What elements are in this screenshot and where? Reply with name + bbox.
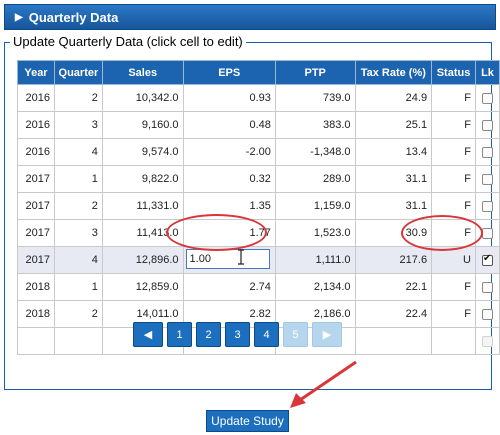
cell-quarter[interactable] [53,327,103,355]
cell-quarter[interactable]: 4 [53,138,103,166]
lock-checkbox[interactable] [481,173,493,185]
col-header-year[interactable]: Year [17,60,55,85]
col-header-sales[interactable]: Sales [101,60,184,85]
lock-checkbox[interactable] [481,119,493,131]
cell-ptp[interactable]: 289.0 [274,165,356,193]
cell-year[interactable] [17,327,55,355]
page-button-3[interactable]: 3 [225,322,250,347]
lock-checkbox[interactable] [481,200,493,212]
cell-quarter[interactable]: 2 [53,192,103,220]
cell-year[interactable]: 2017 [17,246,55,274]
text-cursor-icon [237,249,244,265]
cell-tax-rate[interactable]: 13.4 [354,138,433,166]
cell-ptp[interactable]: 1,523.0 [274,219,356,247]
col-header-eps[interactable]: EPS [182,60,276,85]
cell-status [431,327,476,355]
next-page-button: ▶ [312,322,342,347]
cell-ptp[interactable]: 2,134.0 [274,273,356,301]
cell-tax-rate[interactable]: 25.1 [354,111,433,139]
cell-year[interactable]: 2018 [17,300,55,328]
cell-tax-rate[interactable]: 31.1 [354,192,433,220]
table-row: 2016 3 9,160.0 0.48 383.0 25.1 F [17,111,500,139]
cell-ptp[interactable]: 1,159.0 [274,192,356,220]
chevron-left-icon: ◀ [143,329,153,341]
prev-page-button[interactable]: ◀ [133,322,163,347]
table-row: 2017 1 9,822.0 0.32 289.0 31.1 F [17,165,500,193]
cell-sales[interactable]: 12,896.0 [101,246,184,274]
cell-sales[interactable]: 9,160.0 [101,111,184,139]
quarterly-table: Year Quarter Sales EPS PTP Tax Rate (%) … [17,60,500,355]
page-button-5-current: 5 [283,322,308,347]
cell-ptp[interactable]: 1,111.0 [274,246,356,274]
table-row: 2017 2 11,331.0 1.35 1,159.0 31.1 F [17,192,500,220]
annotation-oval-lock [401,215,483,251]
cell-status: F [431,300,476,328]
cell-year[interactable]: 2017 [17,192,55,220]
lock-checkbox-checked[interactable] [481,253,493,266]
cell-eps[interactable]: -2.00 [182,138,276,166]
lock-checkbox[interactable] [481,281,493,293]
cell-sales[interactable]: 9,574.0 [101,138,184,166]
cell-ptp[interactable]: 383.0 [274,111,356,139]
update-study-button[interactable]: Update Study [206,410,289,432]
lock-checkbox-disabled [481,335,493,347]
cell-sales[interactable]: 11,331.0 [101,192,184,220]
col-header-ptp[interactable]: PTP [274,60,356,85]
page-button-1[interactable]: 1 [167,322,192,347]
cell-eps[interactable]: 0.32 [182,165,276,193]
col-header-tax-rate[interactable]: Tax Rate (%) [354,60,433,85]
cell-status: F [431,165,476,193]
panel-header[interactable]: ▶ Quarterly Data [4,4,496,30]
cell-sales[interactable]: 9,822.0 [101,165,184,193]
pagination: ◀ 1 2 3 4 5 ▶ [133,322,342,347]
cell-tax-rate[interactable]: 31.1 [354,165,433,193]
col-header-status[interactable]: Status [431,60,476,85]
col-header-quarter[interactable]: Quarter [53,60,103,85]
section-legend: Update Quarterly Data (click cell to edi… [10,34,246,49]
table-row: 2016 4 9,574.0 -2.00 -1,348.0 13.4 F [17,138,500,166]
caret-right-icon: ▶ [15,11,23,23]
table-header-row: Year Quarter Sales EPS PTP Tax Rate (%) … [17,60,500,85]
lock-checkbox[interactable] [481,92,493,104]
chevron-right-icon: ▶ [322,329,332,341]
panel-title: Quarterly Data [28,9,119,25]
col-header-lk[interactable]: Lk [474,60,500,85]
cell-quarter[interactable]: 4 [53,246,103,274]
cell-year[interactable]: 2016 [17,138,55,166]
page-button-2[interactable]: 2 [196,322,221,347]
page-button-4[interactable]: 4 [254,322,279,347]
cell-quarter[interactable]: 3 [53,111,103,139]
lock-checkbox[interactable] [481,308,493,320]
annotation-oval-eps [166,214,267,251]
cell-tax-rate[interactable]: 217.6 [354,246,433,274]
cell-tax-rate[interactable]: 22.1 [354,273,433,301]
cell-sales[interactable]: 10,342.0 [101,84,184,112]
table-row: 2018 1 12,859.0 2.74 2,134.0 22.1 F [17,273,500,301]
cell-quarter[interactable]: 1 [53,273,103,301]
cell-tax-rate[interactable] [354,327,433,355]
lock-checkbox[interactable] [481,146,493,158]
